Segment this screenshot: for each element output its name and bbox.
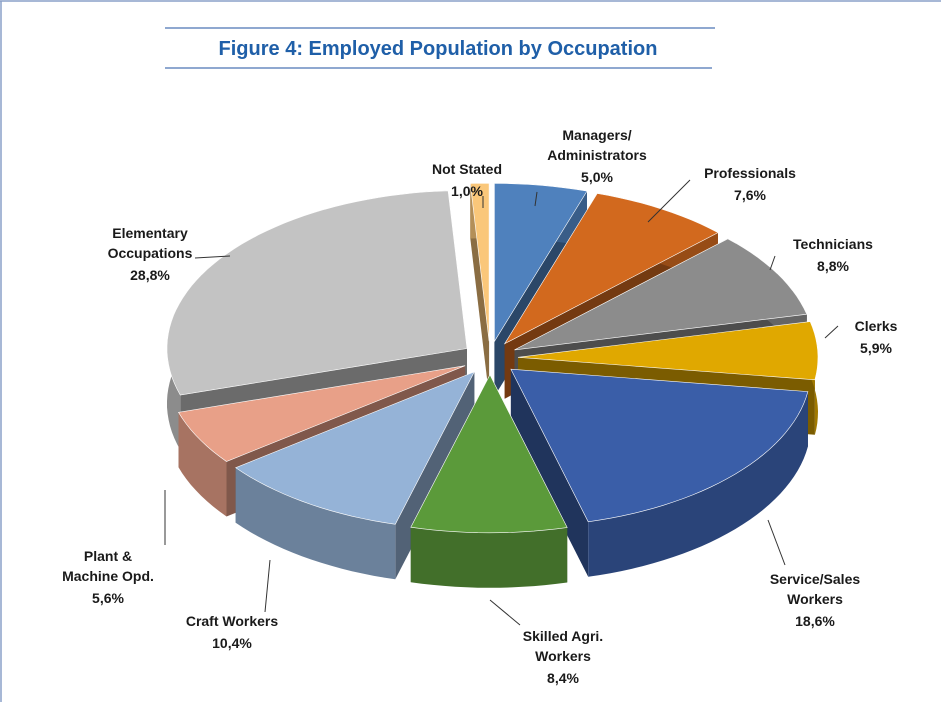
value-label: 18,6%	[795, 613, 835, 629]
category-label: Machine Opd.	[62, 568, 154, 584]
labels: Managers/Administrators 5,0% Professionals…	[62, 127, 898, 686]
data-label: Managers/Administrators 5,0%	[547, 127, 647, 185]
leader-line	[534, 191, 538, 207]
value-label: 5,0%	[581, 169, 613, 185]
pie	[166, 182, 819, 588]
category-label: Technicians	[793, 236, 873, 252]
leader-line	[264, 559, 271, 613]
data-label: Service/Sales Workers 18,6%	[770, 571, 861, 629]
category-label: Craft Workers	[186, 613, 279, 629]
data-label: Craft Workers 10,4%	[186, 613, 279, 651]
slice	[178, 365, 466, 462]
category-label: Administrators	[547, 147, 647, 163]
value-label: 28,8%	[130, 267, 170, 283]
slice-side	[178, 412, 227, 517]
slice	[166, 190, 468, 396]
value-label: 7,6%	[734, 187, 766, 203]
category-label: Occupations	[108, 245, 193, 261]
category-label: Elementary	[112, 225, 188, 241]
slice	[410, 374, 568, 534]
chart-title: Figure 4: Employed Population by Occupat…	[219, 38, 658, 60]
data-label: Elementary Occupations 28,8%	[108, 225, 193, 283]
slice-side	[588, 391, 808, 577]
value-label: 5,9%	[860, 340, 892, 356]
category-label: Not Stated	[432, 161, 502, 177]
data-label: Skilled Agri. Workers 8,4%	[523, 628, 603, 686]
slice	[469, 182, 490, 342]
data-label: Clerks 5,9%	[855, 318, 898, 356]
data-label: Professionals 7,6%	[704, 165, 796, 203]
category-label: Service/Sales	[770, 571, 861, 587]
slice-side	[410, 527, 568, 588]
category-label: Skilled Agri.	[523, 628, 603, 644]
category-label: Managers/	[562, 127, 631, 143]
slice	[510, 368, 809, 523]
data-label: Not Stated 1,0%	[432, 161, 502, 199]
category-label: Workers	[787, 591, 843, 607]
slice	[503, 193, 719, 345]
value-label: 8,4%	[547, 670, 579, 686]
leader-line	[647, 179, 691, 223]
value-label: 1,0%	[451, 183, 483, 199]
value-label: 10,4%	[212, 635, 252, 651]
category-label: Workers	[535, 648, 591, 664]
leader-line	[824, 325, 839, 339]
slice	[517, 321, 819, 381]
slice	[514, 238, 808, 351]
leader-line	[489, 599, 521, 626]
value-label: 5,6%	[92, 590, 124, 606]
category-label: Clerks	[855, 318, 898, 334]
slice	[494, 183, 588, 343]
slice-wall	[510, 369, 589, 577]
slice	[235, 371, 475, 525]
leader-line	[767, 519, 786, 566]
data-label: Technicians 8,8%	[793, 236, 873, 274]
leader-line	[769, 255, 776, 271]
value-label: 8,8%	[817, 258, 849, 274]
data-label: Plant & Machine Opd. 5,6%	[62, 548, 154, 606]
leader-line	[194, 255, 231, 259]
slice-side	[235, 467, 396, 580]
category-label: Professionals	[704, 165, 796, 181]
category-label: Plant &	[84, 548, 132, 564]
